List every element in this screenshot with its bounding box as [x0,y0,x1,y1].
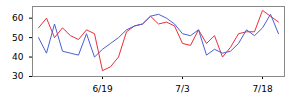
svg-text:7/3: 7/3 [175,84,189,94]
svg-text:6/19: 6/19 [92,84,112,94]
svg-text:50: 50 [12,32,24,42]
svg-text:30: 30 [12,71,24,81]
svg-text:40: 40 [12,52,24,62]
svg-text:7/18: 7/18 [252,84,272,94]
svg-text:60: 60 [12,13,24,23]
